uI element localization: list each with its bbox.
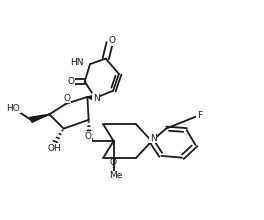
Text: O: O: [110, 158, 117, 167]
Polygon shape: [87, 95, 96, 101]
Text: O: O: [108, 37, 115, 45]
Text: OH: OH: [47, 144, 61, 153]
Text: N: N: [150, 134, 156, 143]
Text: HO: HO: [6, 104, 20, 113]
Text: O: O: [85, 132, 92, 141]
Polygon shape: [30, 114, 49, 122]
Text: HN: HN: [70, 59, 83, 68]
Text: N: N: [93, 94, 100, 103]
Text: F: F: [197, 111, 202, 120]
Text: O: O: [64, 94, 71, 103]
Text: O: O: [67, 77, 74, 86]
Text: Me: Me: [110, 171, 123, 180]
